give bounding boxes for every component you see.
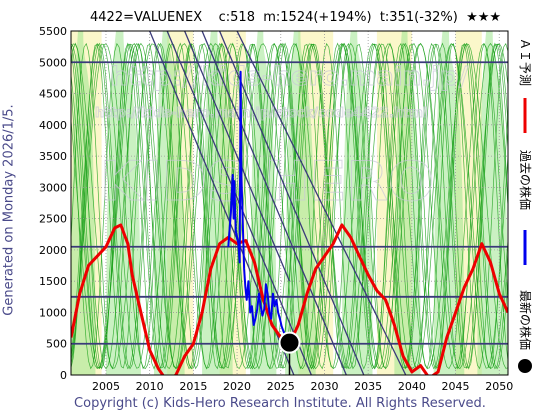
- cycle-line: [71, 43, 508, 370]
- y-tick-label: 2500: [39, 213, 67, 226]
- legend-label: ＡＩ予測: [518, 38, 532, 86]
- watermark-text: http://kids-hero.main.jp/stock/code4422.…: [95, 106, 427, 121]
- legend-label: 最新の株価: [518, 290, 533, 350]
- x-tick-label: 2040: [398, 380, 426, 393]
- x-tick-label: 2005: [92, 380, 120, 393]
- watermark-text: KIDS HERO: [100, 150, 434, 213]
- generated-date-container: Generated on Monday 2026/1/5.: [0, 0, 18, 420]
- x-tick-label: 2015: [179, 380, 207, 393]
- legend-label: 過去の株価: [518, 150, 533, 210]
- y-tick-label: 5500: [39, 25, 67, 38]
- x-tick-label: 2030: [310, 380, 338, 393]
- cycle-line: [71, 43, 508, 370]
- chart-title: 4422=VALUENEX c:518 m:1524(+194%) t:351(…: [90, 10, 502, 25]
- y-tick-label: 0: [60, 369, 67, 382]
- legend-swatch-current: [518, 359, 532, 373]
- cycle-line: [71, 42, 508, 370]
- y-tick-label: 1500: [39, 275, 67, 288]
- y-tick-label: 4000: [39, 119, 67, 132]
- trend-line: [201, 31, 348, 375]
- current-price-marker: [278, 331, 301, 354]
- y-tick-label: 2000: [39, 244, 67, 257]
- cycle-line: [71, 42, 508, 370]
- generated-date: Generated on Monday 2026/1/5.: [1, 104, 17, 316]
- y-tick-label: 4500: [39, 88, 67, 101]
- y-tick-label: 500: [46, 338, 67, 351]
- trend-line: [184, 31, 291, 282]
- copyright-footer: Copyright (c) Kids-Hero Research Institu…: [74, 396, 486, 411]
- plot-frame: [70, 30, 509, 376]
- cycle-line: [71, 43, 508, 369]
- x-tick-label: 2035: [354, 380, 382, 393]
- x-tick-label: 2050: [485, 380, 513, 393]
- y-tick-label: 3000: [39, 181, 67, 194]
- x-tick-label: 2010: [136, 380, 164, 393]
- trend-line: [236, 31, 407, 375]
- y-tick-label: 1000: [39, 306, 67, 319]
- x-tick-label: 2020: [223, 380, 251, 393]
- y-tick-label: 3500: [39, 150, 67, 163]
- x-tick-label: 2025: [267, 380, 295, 393]
- y-tick-label: 5000: [39, 56, 67, 69]
- watermark-text: http://kids-hero.main.jp/: [110, 62, 469, 92]
- cycle-line: [71, 42, 508, 370]
- past-price-line: [227, 70, 291, 344]
- trend-line: [218, 31, 365, 375]
- x-tick-label: 2045: [442, 380, 470, 393]
